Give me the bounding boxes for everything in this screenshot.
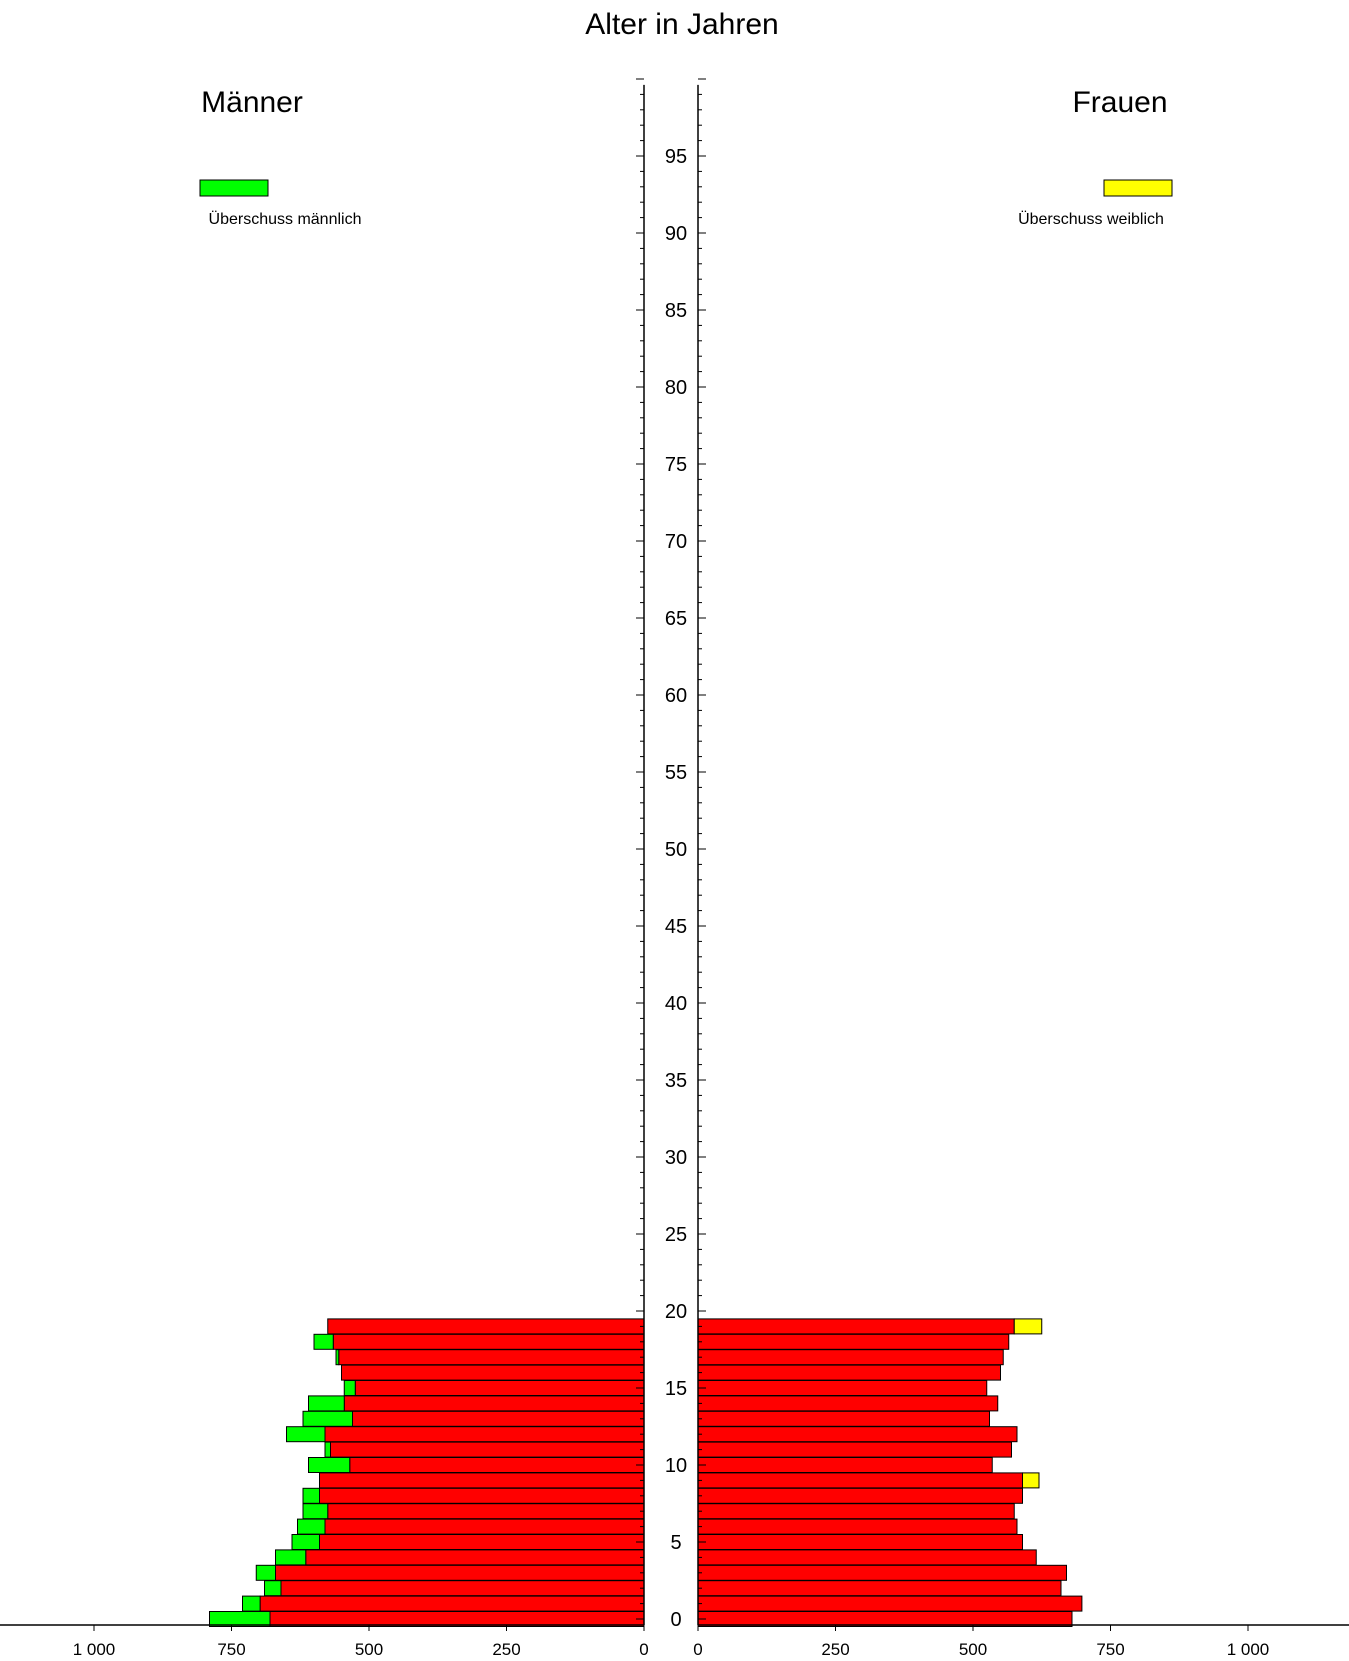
female-x-tick-label: 250 — [821, 1640, 849, 1659]
female-bar-age-6 — [697, 1518, 1018, 1535]
male-surplus-bar-age-8 — [302, 1487, 320, 1504]
age-tick-label: 90 — [665, 223, 687, 245]
female-surplus-bar-age-9 — [1022, 1472, 1040, 1489]
male-bar-age-19 — [327, 1318, 645, 1335]
age-tick-label: 80 — [665, 377, 687, 399]
chart-title: Alter in Jahren — [585, 8, 778, 41]
female-bar-age-10 — [697, 1457, 993, 1473]
age-tick-label: 45 — [665, 916, 687, 938]
age-tick-label: 20 — [665, 1301, 687, 1323]
female-x-tick-label: 500 — [959, 1640, 987, 1659]
male-surplus-bar-age-18 — [313, 1333, 334, 1350]
male-bar-age-11 — [330, 1441, 645, 1458]
age-tick-label: 35 — [665, 1070, 687, 1092]
age-tick-label: 75 — [665, 454, 687, 476]
age-tick-label: 60 — [665, 685, 687, 707]
age-tick-label: 30 — [665, 1147, 687, 1169]
legend-female-surplus-label: Überschuss weiblich — [1018, 210, 1164, 228]
male-bar-age-13 — [352, 1410, 645, 1427]
age-tick-label: 40 — [665, 993, 687, 1015]
age-tick-label: 5 — [670, 1532, 681, 1554]
male-surplus-bar-age-6 — [297, 1518, 326, 1535]
female-bar-age-15 — [697, 1380, 988, 1396]
male-surplus-bar-age-11 — [324, 1441, 331, 1458]
male-bar-age-12 — [324, 1426, 645, 1443]
legend-female-surplus-swatch — [1103, 179, 1173, 197]
age-tick-label: 10 — [665, 1455, 687, 1477]
male-bar-age-10 — [349, 1457, 645, 1473]
male-x-tick-label: 250 — [492, 1640, 520, 1659]
male-surplus-bar-age-1 — [242, 1595, 261, 1612]
female-bar-age-8 — [697, 1487, 1023, 1504]
male-surplus-bar-age-5 — [291, 1534, 320, 1550]
age-tick-label: 55 — [665, 762, 687, 784]
male-x-tick-label: 500 — [355, 1640, 383, 1659]
male-bar-age-18 — [332, 1333, 645, 1350]
female-x-tick-label: 1 000 — [1227, 1640, 1270, 1659]
male-x-tick-label: 1 000 — [73, 1640, 116, 1659]
male-bar-age-15 — [354, 1380, 645, 1396]
age-tick-label: 85 — [665, 300, 687, 322]
male-panel-label: Männer — [201, 86, 303, 119]
female-bar-age-5 — [697, 1534, 1023, 1550]
male-surplus-bar-age-7 — [302, 1503, 329, 1520]
male-bar-age-17 — [338, 1349, 645, 1366]
female-bar-age-17 — [697, 1349, 1004, 1366]
male-surplus-bar-age-4 — [275, 1549, 307, 1566]
female-bar-age-14 — [697, 1395, 999, 1412]
female-x-tick-label: 0 — [693, 1640, 702, 1659]
male-surplus-bar-age-10 — [308, 1457, 351, 1473]
age-tick-label: 0 — [670, 1609, 681, 1631]
male-surplus-bar-age-15 — [343, 1380, 356, 1396]
male-bar-age-9 — [319, 1472, 645, 1489]
male-bar-age-6 — [324, 1518, 645, 1535]
female-bar-age-19 — [697, 1318, 1015, 1335]
male-x-tick-label: 750 — [217, 1640, 245, 1659]
female-bar-age-11 — [697, 1441, 1012, 1458]
male-surplus-bar-age-13 — [302, 1410, 353, 1427]
female-bar-age-4 — [697, 1549, 1037, 1566]
male-surplus-bar-age-17 — [335, 1349, 340, 1366]
male-bar-age-16 — [341, 1364, 645, 1381]
female-bar-age-2 — [697, 1580, 1062, 1597]
female-bar-age-16 — [697, 1364, 1001, 1381]
female-bar-age-9 — [697, 1472, 1023, 1489]
female-bar-age-13 — [697, 1410, 990, 1427]
legend-male-surplus-label: Überschuss männlich — [209, 210, 362, 228]
female-panel-label: Frauen — [1072, 86, 1167, 119]
female-bar-age-7 — [697, 1503, 1015, 1520]
male-surplus-bar-age-0 — [209, 1611, 271, 1627]
male-bar-age-8 — [319, 1487, 645, 1504]
female-bar-age-3 — [697, 1564, 1067, 1581]
male-bar-age-3 — [275, 1564, 645, 1581]
male-surplus-bar-age-2 — [264, 1580, 282, 1597]
male-bar-age-7 — [327, 1503, 645, 1520]
female-surplus-bar-age-19 — [1013, 1318, 1043, 1335]
age-tick-label: 25 — [665, 1224, 687, 1246]
age-tick-label: 50 — [665, 839, 687, 861]
female-x-tick-label: 750 — [1096, 1640, 1124, 1659]
female-bar-age-1 — [697, 1595, 1083, 1612]
female-bar-age-12 — [697, 1426, 1018, 1443]
age-tick-label: 95 — [665, 146, 687, 168]
male-surplus-bar-age-3 — [255, 1564, 276, 1581]
female-bar-age-18 — [697, 1333, 1010, 1350]
male-bar-age-14 — [343, 1395, 645, 1412]
male-x-tick-label: 0 — [639, 1640, 648, 1659]
male-bar-age-2 — [280, 1580, 645, 1597]
male-bar-age-4 — [305, 1549, 645, 1566]
male-bar-age-1 — [259, 1595, 645, 1612]
age-tick-label: 65 — [665, 608, 687, 630]
axes-group: 051015202530354045505560657075808590952 … — [0, 78, 1349, 1659]
age-tick-label: 70 — [665, 531, 687, 553]
bars-group — [209, 1318, 1083, 1627]
legend-male-surplus-swatch — [199, 179, 269, 197]
age-tick-label: 15 — [665, 1378, 687, 1400]
male-surplus-bar-age-12 — [286, 1426, 326, 1443]
male-surplus-bar-age-14 — [308, 1395, 345, 1412]
male-bar-age-5 — [319, 1534, 645, 1550]
